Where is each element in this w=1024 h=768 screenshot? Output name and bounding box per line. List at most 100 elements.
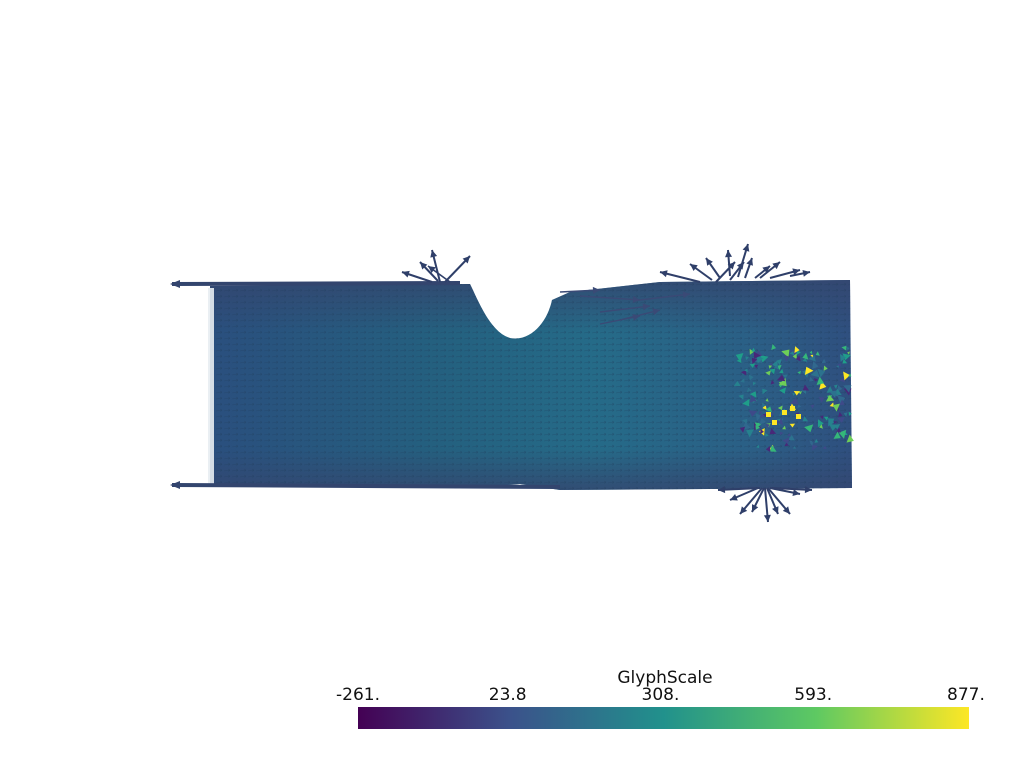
glyph-fragment bbox=[739, 426, 746, 433]
glyph-fragment bbox=[775, 418, 784, 426]
scalar-bar-tick-label: 593. bbox=[794, 685, 833, 705]
glyph-fragment bbox=[771, 344, 777, 351]
glyph-fragment bbox=[754, 364, 759, 369]
glyph-fragment bbox=[772, 408, 776, 412]
arrow-icon bbox=[599, 313, 641, 325]
arrow-icon bbox=[659, 270, 701, 283]
glyph-fragment bbox=[817, 368, 826, 378]
glyph-fragment bbox=[760, 428, 764, 434]
scalar-bar-tick-label: 877. bbox=[947, 685, 985, 705]
glyph-fragment bbox=[810, 404, 815, 409]
arrow-icon bbox=[717, 486, 761, 494]
glyph-fragment bbox=[802, 358, 808, 362]
glyph-fragment bbox=[818, 396, 825, 403]
glyph-fragment bbox=[847, 351, 850, 355]
scalar-bar-labels: -261. 23.8 308. 593. 877. bbox=[330, 685, 990, 707]
arrow-icon bbox=[766, 487, 779, 515]
glyph-fragment bbox=[839, 353, 846, 362]
glyph-fragment bbox=[769, 368, 776, 375]
glyph-field-scene[interactable] bbox=[0, 0, 1024, 660]
glyph-fragment bbox=[790, 397, 800, 405]
glyph-fragment bbox=[762, 402, 767, 408]
glyph-fragment bbox=[733, 380, 741, 386]
arrow-icon bbox=[751, 487, 765, 513]
glyph-fragment bbox=[752, 381, 757, 386]
glyph-fragment bbox=[842, 353, 851, 361]
glyph-fragment bbox=[769, 362, 773, 367]
glyph-fragment bbox=[782, 425, 786, 430]
glyph-fragment bbox=[796, 414, 801, 419]
glyph-fragment bbox=[795, 355, 801, 362]
glyph-fragment bbox=[777, 405, 783, 411]
arrow-icon bbox=[729, 261, 745, 281]
glyph-fragment bbox=[833, 420, 838, 424]
glyph-fragment bbox=[823, 416, 829, 421]
glyph-fragment bbox=[765, 370, 771, 376]
glyph-fragment bbox=[837, 363, 842, 367]
glyph-fragment bbox=[768, 365, 773, 369]
glyph-fragment bbox=[802, 384, 810, 391]
glyph-fragment bbox=[812, 361, 819, 370]
glyph-fragment bbox=[828, 423, 839, 431]
glyph-fragment bbox=[797, 404, 802, 408]
glyph-fragment bbox=[765, 446, 771, 453]
glyph-fragment bbox=[751, 357, 758, 365]
glyph-fragment bbox=[792, 392, 796, 396]
glyph-fragment bbox=[829, 390, 837, 398]
glyph-fragment bbox=[843, 371, 851, 381]
glyph-fragment bbox=[832, 403, 840, 412]
glyph-fragment bbox=[843, 385, 852, 393]
arrow-icon bbox=[763, 487, 771, 523]
glyph-fragment bbox=[740, 378, 745, 383]
glyph-fragment bbox=[789, 351, 795, 356]
glyph-fragment bbox=[809, 350, 813, 355]
glyph-fragment bbox=[759, 418, 767, 425]
glyph-fragment bbox=[804, 424, 814, 433]
glyph-fragment bbox=[776, 374, 786, 382]
arrow-icon bbox=[430, 249, 441, 283]
scalar-bar-tick-label: 23.8 bbox=[488, 685, 527, 705]
arrow-icon bbox=[559, 286, 601, 294]
glyph-fragment bbox=[748, 410, 758, 417]
glyph-fragment bbox=[776, 364, 782, 371]
glyph-fragment bbox=[779, 368, 784, 374]
glyph-fragment bbox=[802, 416, 809, 422]
arrow-icon bbox=[754, 265, 771, 279]
glyph-fragment bbox=[749, 395, 758, 403]
glyph-fragment bbox=[749, 348, 754, 355]
glyph-fragment bbox=[755, 425, 761, 430]
glyph-fragment bbox=[842, 358, 848, 364]
glyph-fragment bbox=[792, 353, 797, 360]
glyph-fragment bbox=[810, 369, 820, 378]
glyph-fragment bbox=[742, 418, 748, 425]
glyph-fragment bbox=[776, 359, 782, 366]
glyph-fragment bbox=[747, 389, 751, 392]
glyph-fragment bbox=[769, 445, 777, 452]
glyph-fragment bbox=[779, 387, 787, 394]
glyph-fragment bbox=[765, 433, 769, 437]
glyph-fragment bbox=[810, 441, 814, 446]
glyph-fragment bbox=[753, 351, 761, 359]
arrow-icon bbox=[789, 269, 811, 277]
glyph-fragment bbox=[735, 353, 744, 362]
glyph-fragment bbox=[762, 413, 767, 418]
glyph-fragment bbox=[835, 392, 839, 397]
glyph-fragment bbox=[809, 440, 813, 444]
glyph-fragment bbox=[778, 384, 783, 388]
arrow-icon bbox=[419, 261, 439, 282]
glyph-fragment bbox=[765, 423, 770, 429]
glyph-fragment bbox=[782, 410, 787, 415]
glyph-fragment bbox=[784, 354, 790, 362]
glyph-fragment bbox=[762, 404, 767, 410]
arrow-icon bbox=[401, 270, 433, 283]
glyph-fragment bbox=[841, 345, 847, 351]
glyph-fragment bbox=[809, 376, 814, 382]
glyph-fragment bbox=[848, 411, 852, 416]
glyph-fragment bbox=[813, 378, 819, 382]
glyph-fragment bbox=[759, 413, 764, 418]
scalar-bar-title: GlyphScale bbox=[617, 668, 713, 688]
glyph-fragment bbox=[848, 373, 852, 377]
glyph-fragment bbox=[793, 390, 801, 396]
arrow-icon bbox=[444, 255, 471, 283]
